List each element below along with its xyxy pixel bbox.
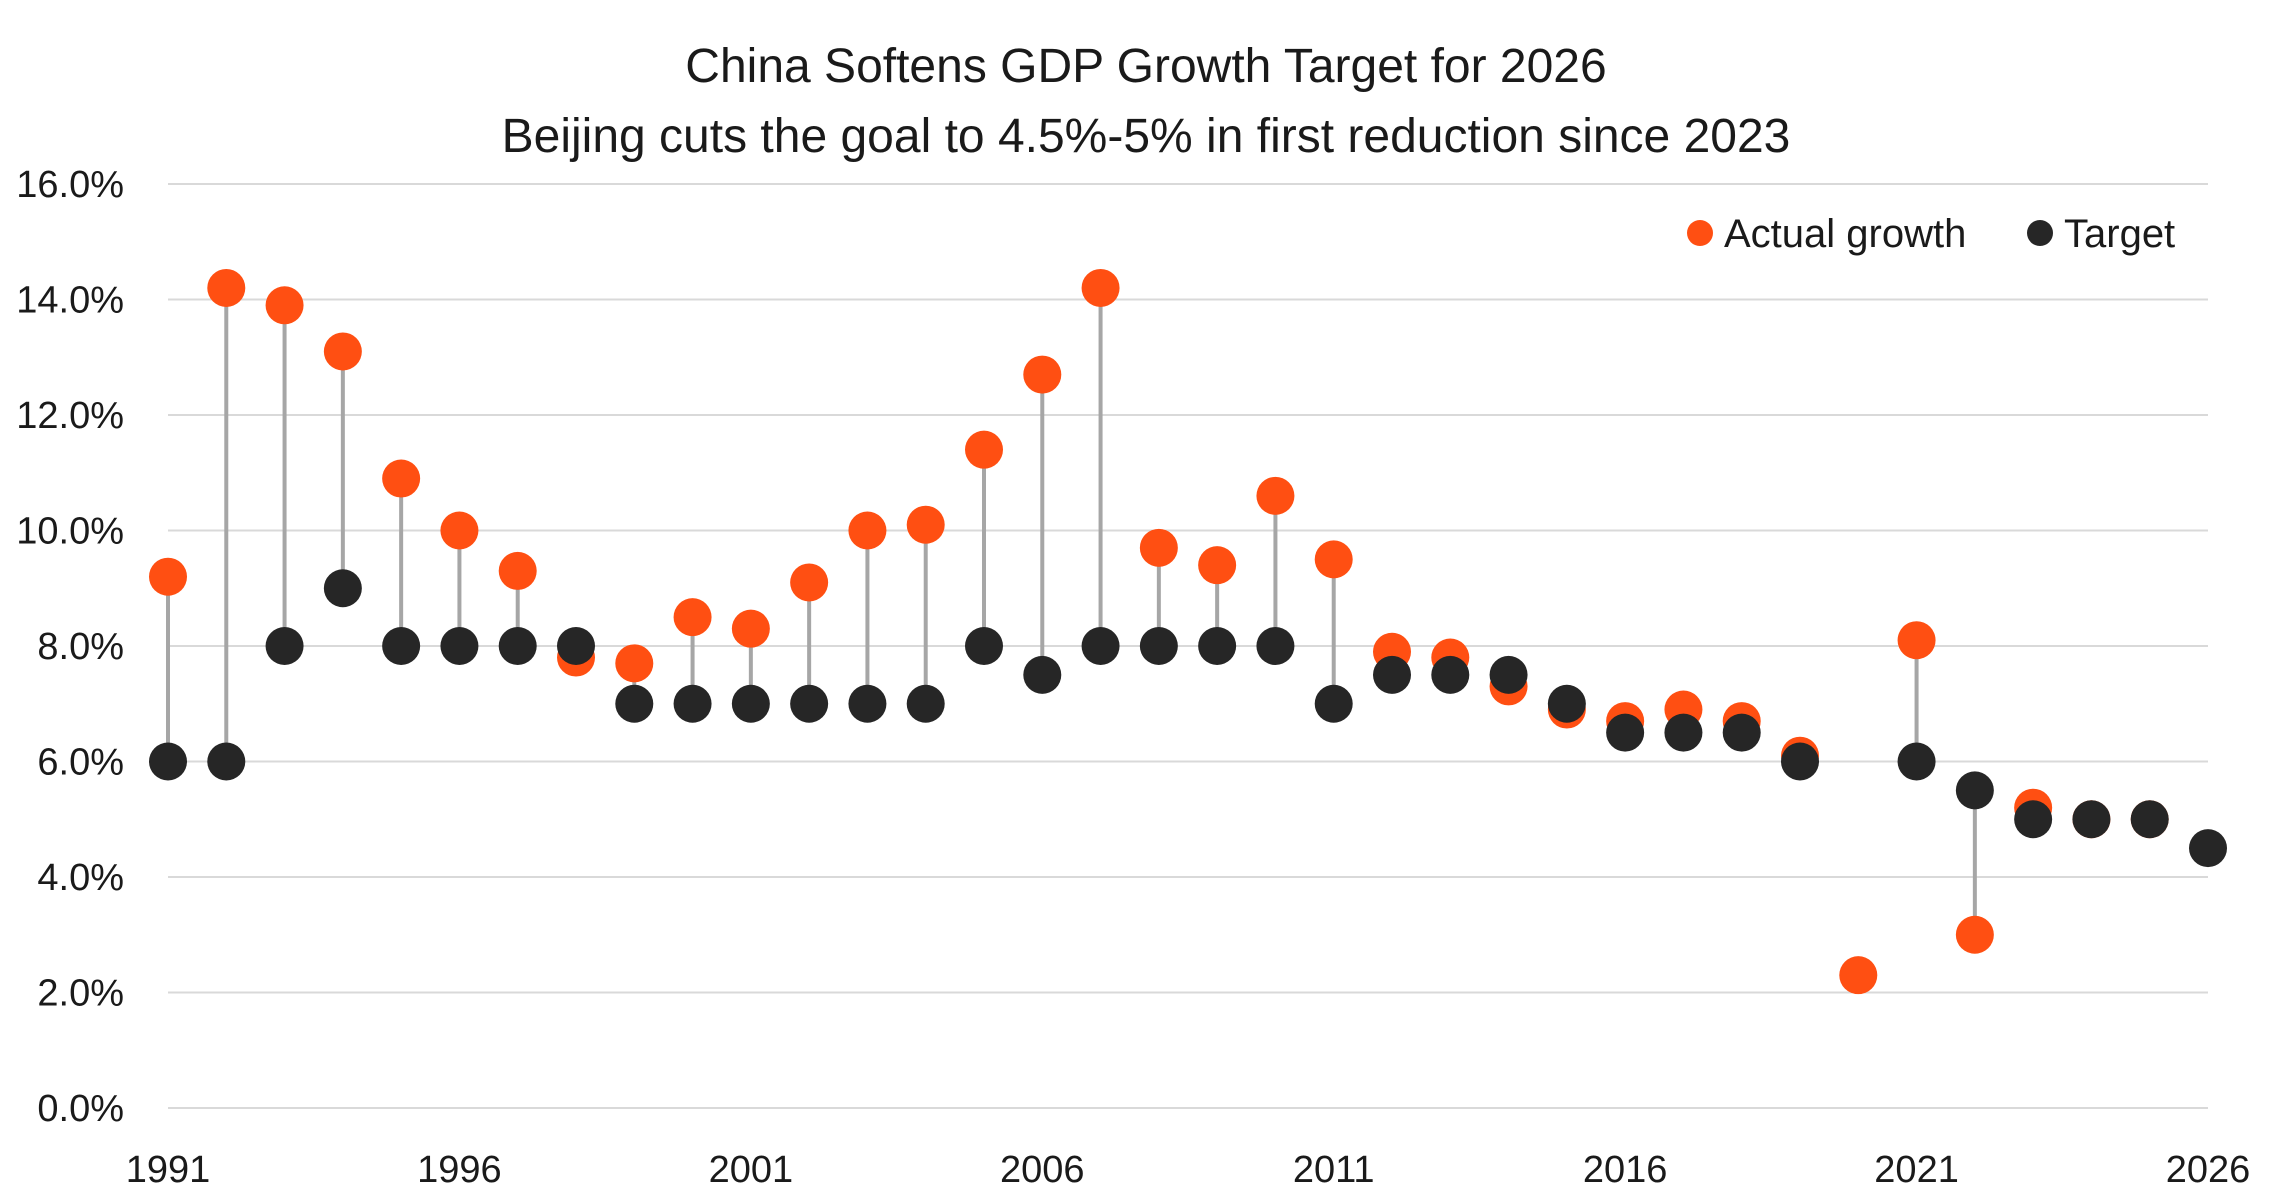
x-tick-label: 2006 xyxy=(1000,1149,1085,1191)
y-tick-label: 12.0% xyxy=(16,395,124,437)
actual-growth-point xyxy=(1139,528,1178,567)
actual-growth-point xyxy=(1897,621,1936,660)
y-tick-label: 6.0% xyxy=(37,742,124,784)
y-axis-ticks: 0.0% 2.0% 4.0% 6.0% 8.0% 10.0% 12.0% 14.0% 16.0% xyxy=(16,164,124,1130)
y-tick-label: 14.0% xyxy=(16,280,124,322)
y-tick-label: 8.0% xyxy=(37,626,124,668)
legend-label-target: Target xyxy=(2064,212,2175,256)
stems xyxy=(166,287,1977,935)
target-point xyxy=(2014,800,2053,839)
target-point xyxy=(1547,684,1586,723)
target-point xyxy=(1081,627,1120,665)
grid-lines xyxy=(168,183,2208,1109)
target-point xyxy=(207,742,246,781)
actual-growth-point xyxy=(1081,268,1120,307)
target-point xyxy=(731,684,770,723)
chart-subtitle: Beijing cuts the goal to 4.5%-5% in firs… xyxy=(502,110,1791,163)
target-point xyxy=(498,627,537,665)
actual-growth-point xyxy=(673,598,712,637)
actual-growth-point xyxy=(615,644,654,683)
target-point xyxy=(1781,742,1819,781)
x-tick-label: 1991 xyxy=(126,1149,211,1191)
actual-growth-point xyxy=(965,430,1003,469)
target-point xyxy=(790,684,829,723)
target-point xyxy=(2130,800,2169,839)
x-tick-label: 2026 xyxy=(2166,1149,2251,1191)
actual-growth-point xyxy=(1023,355,1062,394)
actual-growth-point xyxy=(848,511,887,550)
target-point xyxy=(1314,684,1353,723)
actual-growth-point xyxy=(1256,476,1295,515)
target-point xyxy=(1606,713,1645,752)
actual-growth-point xyxy=(790,563,829,602)
target-point xyxy=(1023,655,1062,694)
actual-growth-point xyxy=(265,286,304,325)
target-point xyxy=(149,742,187,781)
target-point xyxy=(1373,655,1411,694)
target-point xyxy=(2072,800,2111,839)
legend-marker-target xyxy=(2027,220,2053,246)
actual-growth-point xyxy=(440,511,479,550)
x-tick-label: 2001 xyxy=(709,1149,794,1191)
x-tick-label: 2021 xyxy=(1874,1149,1959,1191)
actual-growth-point xyxy=(1839,956,1878,995)
series-target xyxy=(149,569,2227,868)
actual-growth-point xyxy=(149,557,187,596)
x-axis-ticks: 1991 1996 2001 2006 2011 2016 2021 2026 xyxy=(126,1149,2251,1191)
target-point xyxy=(615,684,654,723)
x-tick-label: 2016 xyxy=(1583,1149,1668,1191)
y-tick-label: 2.0% xyxy=(37,973,124,1015)
target-point xyxy=(1431,655,1470,694)
legend-marker-actual-growth xyxy=(1687,220,1713,246)
target-point xyxy=(1198,627,1237,665)
target-point xyxy=(382,627,421,665)
actual-growth-point xyxy=(498,551,537,590)
target-point xyxy=(1897,742,1936,781)
target-point xyxy=(906,684,945,723)
target-point xyxy=(1955,771,1994,810)
target-point xyxy=(1256,627,1295,665)
actual-growth-point xyxy=(323,332,362,371)
target-point xyxy=(557,627,595,665)
actual-growth-point xyxy=(731,609,770,648)
legend-label-actual-growth: Actual growth xyxy=(1724,212,1966,256)
x-tick-label: 1996 xyxy=(417,1149,502,1191)
target-point xyxy=(1722,713,1761,752)
x-tick-label: 2011 xyxy=(1293,1149,1375,1191)
actual-growth-point xyxy=(207,268,246,307)
target-point xyxy=(2189,829,2227,868)
actual-growth-point xyxy=(1198,546,1237,585)
target-point xyxy=(848,684,887,723)
target-point xyxy=(673,684,712,723)
target-point xyxy=(440,627,479,665)
target-point xyxy=(1489,655,1528,694)
target-point xyxy=(323,569,362,608)
y-tick-label: 0.0% xyxy=(37,1088,124,1130)
actual-growth-point xyxy=(382,459,421,498)
y-tick-label: 4.0% xyxy=(37,857,124,899)
y-tick-label: 10.0% xyxy=(16,511,124,553)
actual-growth-point xyxy=(1314,540,1353,579)
chart-title: China Softens GDP Growth Target for 2026 xyxy=(685,40,1606,93)
actual-growth-point xyxy=(1955,915,1994,954)
legend: Actual growth Target xyxy=(1687,212,2175,256)
y-tick-label: 16.0% xyxy=(16,164,124,206)
actual-growth-point xyxy=(906,505,945,544)
target-point xyxy=(1139,627,1178,665)
target-point xyxy=(965,627,1003,665)
target-point xyxy=(1664,713,1703,752)
target-point xyxy=(265,627,304,665)
